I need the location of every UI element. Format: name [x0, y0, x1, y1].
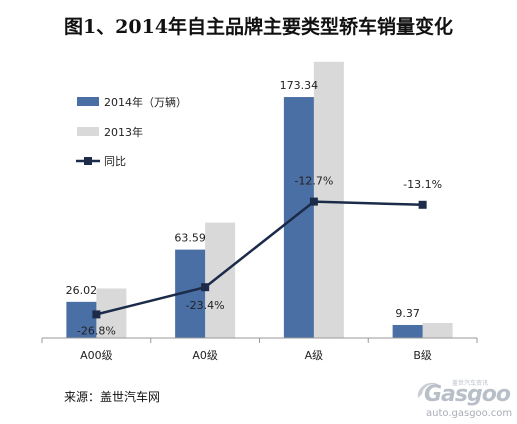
watermark-sub: 盖世汽车资讯: [452, 380, 489, 387]
x-tick-label: A00级: [80, 349, 113, 362]
x-tick-label: A级: [305, 349, 324, 362]
legend: 2014年（万辆） 2013年 同比: [76, 95, 187, 168]
bar-value-label: 26.02: [66, 284, 98, 297]
bar-2013: [313, 61, 344, 338]
source-note: 来源：盖世汽车网: [64, 390, 161, 404]
yoy-marker: [92, 310, 101, 319]
legend-swatch-2013: [77, 127, 99, 136]
watermark-brand: Gasgoo: [424, 382, 511, 407]
yoy-value-label: -12.7%: [294, 175, 333, 188]
yoy-line-layer: [92, 197, 427, 319]
legend-label-2014: 2014年（万辆）: [104, 95, 187, 109]
bar-value-label: 173.34: [280, 79, 319, 92]
yoy-value-label: -26.8%: [77, 324, 116, 337]
yoy-value-label: -23.4%: [186, 299, 225, 312]
yoy-line: [96, 200, 423, 316]
legend-marker-yoy: [84, 157, 92, 165]
yoy-marker: [418, 200, 427, 209]
x-labels-layer: A00级 A0级 A级 B级: [80, 349, 432, 362]
legend-label-2013: 2013年: [104, 125, 143, 139]
bar-2014: [283, 97, 314, 338]
yoy-value-label: -13.1%: [403, 178, 442, 191]
bar-value-label: 63.59: [174, 232, 206, 245]
watermark-url: auto.gasgoo.com: [426, 408, 513, 419]
legend-label-yoy: 同比: [104, 155, 126, 168]
bar-2013: [422, 322, 453, 338]
legend-swatch-2014: [77, 97, 99, 106]
x-tick-label: A0级: [192, 349, 218, 362]
chart-title: 图1、2014年自主品牌主要类型轿车销量变化: [63, 16, 454, 38]
bar-2014: [392, 324, 423, 338]
data-labels-layer: 26.02 63.59 173.34 9.37 -26.8% -23.4% -12.7% -1…: [66, 79, 442, 337]
yoy-marker: [309, 197, 318, 206]
x-tick-label: B级: [413, 349, 432, 362]
bar-value-label: 9.37: [395, 307, 420, 320]
bar-2014: [66, 301, 97, 338]
bar-2013: [205, 222, 236, 338]
watermark-logo-icon: [417, 382, 440, 398]
x-ticks-layer: [41, 338, 478, 343]
yoy-marker: [201, 283, 210, 292]
